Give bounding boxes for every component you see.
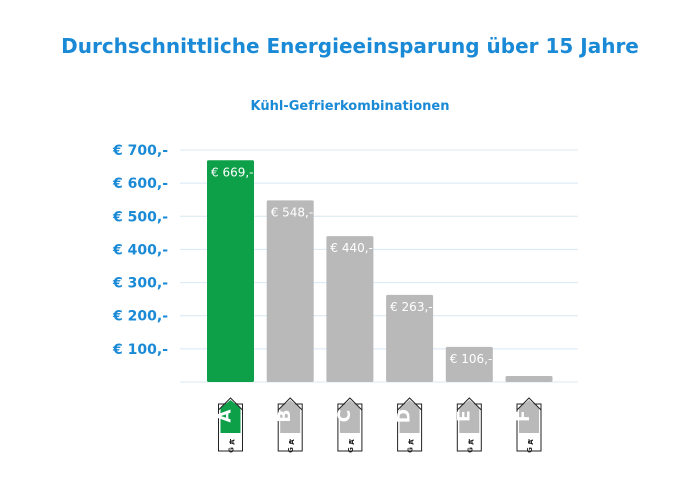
energy-arrow-outline: [218, 397, 243, 411]
energy-arrow-outline: [397, 397, 422, 411]
energy-arrow-shape: [220, 400, 241, 433]
data-label: € 440,-: [330, 241, 373, 255]
chart-title: Durchschnittliche Energieeinsparung über…: [61, 34, 639, 58]
energy-arrow-outline: [337, 397, 363, 411]
bar-e: [445, 346, 493, 382]
energy-scale-top: A: [288, 439, 296, 445]
y-tick-label: € 600,-: [112, 176, 168, 192]
y-tick-label: € 100,-: [112, 342, 168, 358]
energy-scale-bottom: G: [228, 447, 236, 453]
energy-class-letter: A: [216, 409, 236, 423]
energy-arrow-shape: [339, 400, 360, 433]
energy-scale-top: A: [408, 439, 416, 445]
y-tick-label: € 300,-: [112, 276, 168, 292]
bar-c: [326, 236, 374, 382]
energy-arrow-outline: [456, 397, 482, 411]
energy-arrow-outline: [277, 397, 303, 411]
energy-scale-top: A: [348, 439, 356, 445]
energy-scale-bottom: G: [466, 447, 474, 453]
energy-scale-top: A: [527, 439, 535, 445]
energy-scale-bottom: G: [526, 447, 534, 453]
chart-subtitle: Kühl-Gefrierkombinationen: [250, 99, 450, 114]
data-label: € 106,-: [450, 352, 493, 366]
energy-scale-top: A: [467, 439, 475, 445]
energy-class-letter: C: [335, 410, 355, 422]
data-label: € 548,-: [271, 205, 314, 219]
y-tick-label: € 500,-: [112, 209, 168, 225]
energy-arrow-shape: [459, 400, 480, 433]
data-label: € 669,-: [211, 165, 254, 179]
energy-arrow-shape: [280, 400, 301, 433]
y-tick-label: € 700,-: [112, 143, 168, 159]
bar-a: [207, 160, 254, 382]
energy-class-letter: E: [454, 410, 474, 422]
y-tick-label: € 200,-: [112, 309, 168, 325]
data-label: € 263,-: [390, 300, 433, 314]
energy-scale-bottom: G: [347, 447, 355, 453]
bar-f: [505, 376, 553, 382]
energy-class-letter: B: [275, 410, 295, 423]
energy-class-letter: D: [395, 409, 415, 423]
bar-d: [386, 294, 434, 382]
bar-b: [266, 200, 314, 382]
y-tick-label: € 400,-: [112, 242, 168, 258]
energy-scale-bottom: G: [287, 447, 295, 453]
energy-arrow-shape: [399, 400, 420, 433]
energy-arrow-outline: [516, 397, 542, 411]
energy-class-letter: F: [514, 410, 534, 422]
energy-arrow-shape: [519, 400, 539, 433]
energy-scale-top: A: [229, 439, 237, 445]
energy-scale-bottom: G: [407, 447, 415, 453]
